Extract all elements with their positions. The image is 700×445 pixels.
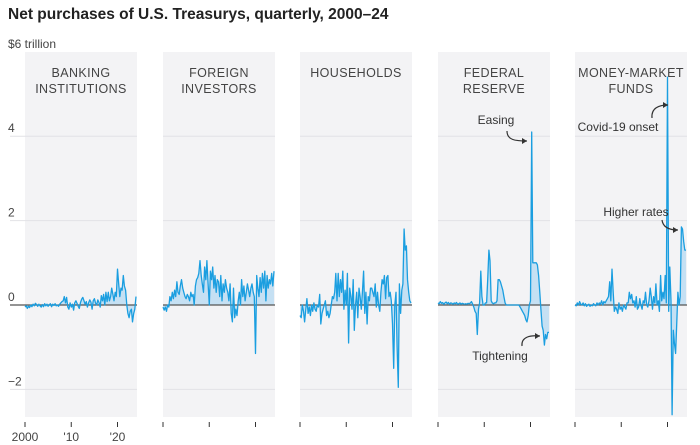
series-line bbox=[162, 260, 275, 355]
arrowhead-icon bbox=[673, 227, 678, 233]
panel-0: BANKING INSTITUTIONS 2000 '10 '20 bbox=[10, 52, 137, 444]
panel-title: FOREIGN bbox=[189, 66, 249, 80]
series-line bbox=[437, 131, 549, 346]
annotation-label: Higher rates bbox=[603, 205, 668, 219]
y-tick-label: 2 bbox=[8, 206, 15, 220]
panel-3: FEDERAL RESERVE Easing Tightening bbox=[437, 52, 550, 427]
panel-4: MONEY-MARKET FUNDS Covid-19 onset Higher ra… bbox=[574, 52, 687, 427]
annotation-label: Easing bbox=[478, 113, 515, 127]
arrowhead-icon bbox=[522, 138, 527, 144]
panel-title: MONEY-MARKET bbox=[578, 66, 684, 80]
panel-background bbox=[575, 52, 687, 417]
y-tick-label: −2 bbox=[8, 374, 22, 388]
panel-title: INSTITUTIONS bbox=[35, 82, 127, 96]
y-tick-label: $6 trillion bbox=[8, 37, 56, 51]
panel-background bbox=[163, 52, 275, 417]
y-tick-label: 0 bbox=[8, 290, 15, 304]
series-line bbox=[24, 268, 137, 323]
annotation-label: Tightening bbox=[472, 349, 528, 363]
panel-title: BANKING bbox=[51, 66, 110, 80]
panel-2: HOUSEHOLDS bbox=[299, 52, 412, 427]
panel-1: FOREIGN INVESTORS bbox=[162, 52, 275, 427]
arrowhead-icon bbox=[663, 102, 668, 108]
y-tick-label: 4 bbox=[8, 121, 15, 135]
x-tick-label: '20 bbox=[110, 430, 126, 444]
panel-title: FEDERAL bbox=[464, 66, 524, 80]
panel-title: INVESTORS bbox=[181, 82, 257, 96]
panel-title: FUNDS bbox=[608, 82, 653, 96]
series-line bbox=[299, 228, 412, 388]
panel-background bbox=[300, 52, 412, 417]
chart-title: Net purchases of U.S. Treasurys, quarter… bbox=[8, 6, 389, 23]
panel-title: RESERVE bbox=[463, 82, 525, 96]
x-tick-label: 2000 bbox=[12, 430, 39, 444]
annotation-label: Covid-19 onset bbox=[578, 120, 659, 134]
series-area bbox=[300, 229, 411, 388]
x-tick-label: '10 bbox=[63, 430, 79, 444]
series-line bbox=[574, 76, 686, 416]
panel-background bbox=[25, 52, 137, 417]
panel-title: HOUSEHOLDS bbox=[310, 66, 402, 80]
arrowhead-icon bbox=[535, 333, 540, 339]
